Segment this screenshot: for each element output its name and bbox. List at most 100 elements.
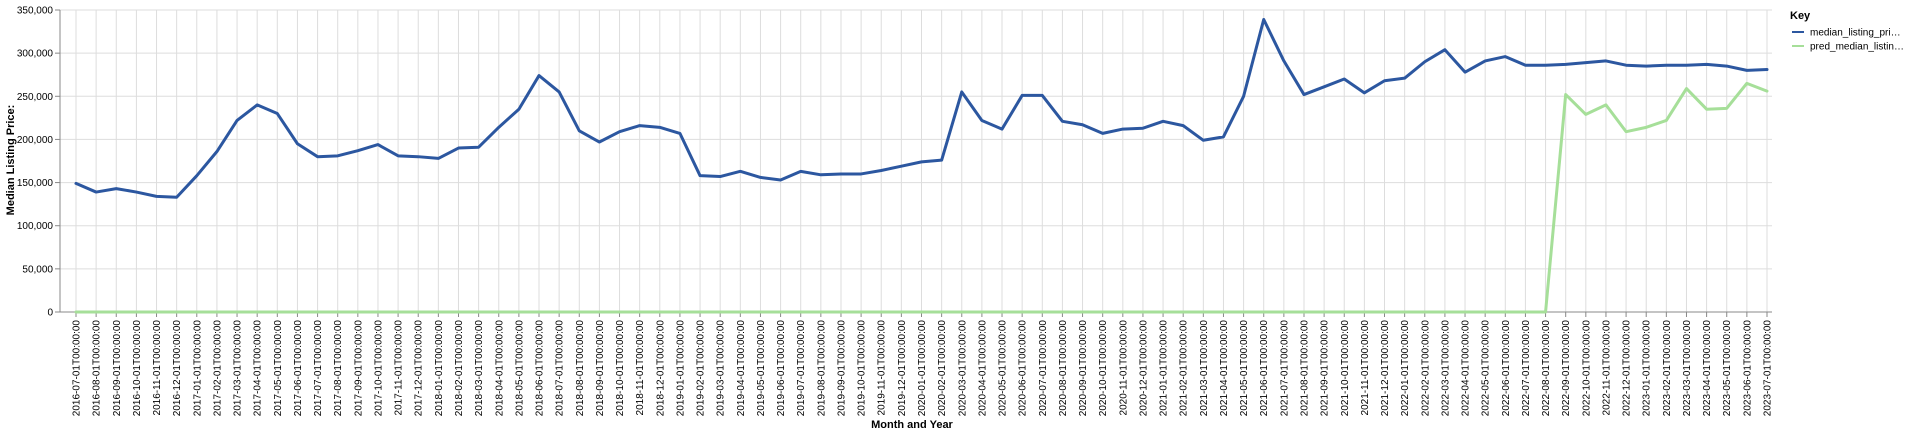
x-tick-label: 2016-11-01T00:00:00 <box>152 320 163 416</box>
x-tick-label: 2019-03-01T00:00:00 <box>716 320 727 417</box>
x-axis-title: Month and Year <box>871 419 953 431</box>
x-tick-label: 2022-12-01T00:00:00 <box>1622 320 1633 417</box>
x-tick-label: 2021-01-01T00:00:00 <box>1159 320 1170 417</box>
x-tick-label: 2021-07-01T00:00:00 <box>1279 320 1290 417</box>
x-tick-label: 2023-01-01T00:00:00 <box>1642 320 1653 417</box>
x-tick-label: 2018-08-01T00:00:00 <box>575 320 586 417</box>
x-tick-label: 2018-10-01T00:00:00 <box>615 320 626 417</box>
y-axis-title: Median Listing Price: <box>5 105 17 216</box>
x-tick-label: 2018-09-01T00:00:00 <box>595 320 606 417</box>
x-tick-label: 2017-02-01T00:00:00 <box>212 320 223 417</box>
legend: Key median_listing_pri… pred_median_listi… <box>1790 10 1904 53</box>
x-tick-label: 2016-07-01T00:00:00 <box>72 320 83 417</box>
x-tick-label: 2020-04-01T00:00:00 <box>977 320 988 417</box>
x-tick-label: 2021-04-01T00:00:00 <box>1219 320 1230 417</box>
x-tick-label: 2017-01-01T00:00:00 <box>192 320 203 417</box>
x-tick-label: 2022-08-01T00:00:00 <box>1541 320 1552 417</box>
x-tick-label: 2021-11-01T00:00:00 <box>1360 320 1371 416</box>
x-tick-label: 2022-04-01T00:00:00 <box>1461 320 1472 417</box>
x-tick-label: 2016-08-01T00:00:00 <box>92 320 103 417</box>
x-tick-label: 2019-06-01T00:00:00 <box>776 320 787 417</box>
y-tick-label: 100,000 <box>17 221 54 232</box>
x-tick-label: 2022-03-01T00:00:00 <box>1440 320 1451 417</box>
x-tick-label: 2020-11-01T00:00:00 <box>1118 320 1129 416</box>
series-line-2 <box>74 81 1769 314</box>
x-tick-label: 2023-05-01T00:00:00 <box>1722 320 1733 417</box>
x-tick-label: 2018-02-01T00:00:00 <box>454 320 465 417</box>
x-tick-label: 2021-09-01T00:00:00 <box>1320 320 1331 417</box>
x-tick-label: 2019-12-01T00:00:00 <box>897 320 908 417</box>
x-tick-label: 2020-12-01T00:00:00 <box>1138 320 1149 417</box>
x-tick-label: 2019-05-01T00:00:00 <box>756 320 767 417</box>
x-tick-label: 2021-05-01T00:00:00 <box>1239 320 1250 417</box>
x-tick-label: 2020-07-01T00:00:00 <box>1038 320 1049 417</box>
x-tick-label: 2017-05-01T00:00:00 <box>273 320 284 417</box>
x-tick-label: 2020-01-01T00:00:00 <box>917 320 928 417</box>
y-tick-label: 250,000 <box>17 92 54 103</box>
x-tick-label: 2019-04-01T00:00:00 <box>736 320 747 417</box>
x-tick-label: 2019-07-01T00:00:00 <box>796 320 807 417</box>
x-tick-label: 2017-06-01T00:00:00 <box>293 320 304 417</box>
gridlines <box>60 9 1772 313</box>
x-tick-label: 2017-12-01T00:00:00 <box>414 320 425 417</box>
x-tick-label: 2023-03-01T00:00:00 <box>1682 320 1693 417</box>
x-tick-label: 2019-08-01T00:00:00 <box>816 320 827 417</box>
x-tick-label: 2018-12-01T00:00:00 <box>655 320 666 417</box>
y-tick-label: 50,000 <box>22 264 53 275</box>
x-tick-label: 2023-02-01T00:00:00 <box>1662 320 1673 417</box>
x-tick-label: 2016-12-01T00:00:00 <box>172 320 183 417</box>
x-tick-label: 2022-07-01T00:00:00 <box>1521 320 1532 417</box>
x-tick-label: 2021-12-01T00:00:00 <box>1380 320 1391 417</box>
x-tick-label: 2021-06-01T00:00:00 <box>1259 320 1270 417</box>
series-lines <box>74 17 1769 314</box>
x-tick-label: 2018-06-01T00:00:00 <box>535 320 546 417</box>
x-tick-label: 2020-06-01T00:00:00 <box>1018 320 1029 417</box>
x-tick-label: 2021-10-01T00:00:00 <box>1340 320 1351 417</box>
y-tick-label: 200,000 <box>17 135 54 146</box>
x-tick-label: 2019-02-01T00:00:00 <box>696 320 707 417</box>
x-tick-label: 2022-01-01T00:00:00 <box>1400 320 1411 417</box>
x-tick-label: 2023-07-01T00:00:00 <box>1763 320 1774 417</box>
x-tick-label: 2018-05-01T00:00:00 <box>514 320 525 417</box>
y-tick-label: 300,000 <box>17 49 54 60</box>
x-tick-label: 2020-09-01T00:00:00 <box>1078 320 1089 417</box>
x-tick-label: 2017-04-01T00:00:00 <box>253 320 264 417</box>
legend-title: Key <box>1790 10 1811 22</box>
x-tick-label: 2022-10-01T00:00:00 <box>1581 320 1592 417</box>
x-tick-label: 2023-06-01T00:00:00 <box>1742 320 1753 417</box>
legend-label: pred_median_listin… <box>1810 42 1904 53</box>
legend-items: median_listing_pri… pred_median_listin… <box>1792 28 1904 53</box>
x-tick-label: 2022-11-01T00:00:00 <box>1601 320 1612 416</box>
x-tick-label: 2020-02-01T00:00:00 <box>937 320 948 417</box>
x-tick-label: 2021-02-01T00:00:00 <box>1179 320 1190 417</box>
series-line-1 <box>74 17 1769 199</box>
x-tick-label: 2022-06-01T00:00:00 <box>1501 320 1512 417</box>
x-tick-label: 2017-11-01T00:00:00 <box>394 320 405 416</box>
x-tick-label: 2017-03-01T00:00:00 <box>233 320 244 417</box>
x-tick-label: 2020-05-01T00:00:00 <box>998 320 1009 417</box>
x-tick-label: 2020-10-01T00:00:00 <box>1098 320 1109 417</box>
axes: 0 50,000 100,000 150,000 200,000 250,000 300,0… <box>17 6 1774 417</box>
x-tick-label: 2018-03-01T00:00:00 <box>474 320 485 417</box>
legend-label: median_listing_pri… <box>1810 28 1901 39</box>
x-tick-label: 2016-10-01T00:00:00 <box>132 320 143 417</box>
x-tick-label: 2018-07-01T00:00:00 <box>555 320 566 417</box>
x-tick-label: 2017-10-01T00:00:00 <box>373 320 384 417</box>
x-tick-label: 2018-11-01T00:00:00 <box>635 320 646 416</box>
x-tick-label: 2019-10-01T00:00:00 <box>857 320 868 417</box>
x-tick-label: 2019-11-01T00:00:00 <box>877 320 888 416</box>
y-tick-label: 0 <box>47 308 53 319</box>
x-tick-label: 2018-04-01T00:00:00 <box>494 320 505 417</box>
x-tick-label: 2020-03-01T00:00:00 <box>957 320 968 417</box>
y-tick-label: 350,000 <box>17 6 54 17</box>
x-tick-label: 2022-09-01T00:00:00 <box>1561 320 1572 417</box>
x-tick-label: 2018-01-01T00:00:00 <box>434 320 445 417</box>
x-tick-label: 2017-09-01T00:00:00 <box>353 320 364 417</box>
x-tick-label: 2022-05-01T00:00:00 <box>1481 320 1492 417</box>
x-tick-label: 2022-02-01T00:00:00 <box>1420 320 1431 417</box>
x-tick-label: 2020-08-01T00:00:00 <box>1058 320 1069 417</box>
y-tick-label: 150,000 <box>17 178 54 189</box>
x-tick-label: 2019-01-01T00:00:00 <box>675 320 686 417</box>
x-tick-label: 2019-09-01T00:00:00 <box>836 320 847 417</box>
